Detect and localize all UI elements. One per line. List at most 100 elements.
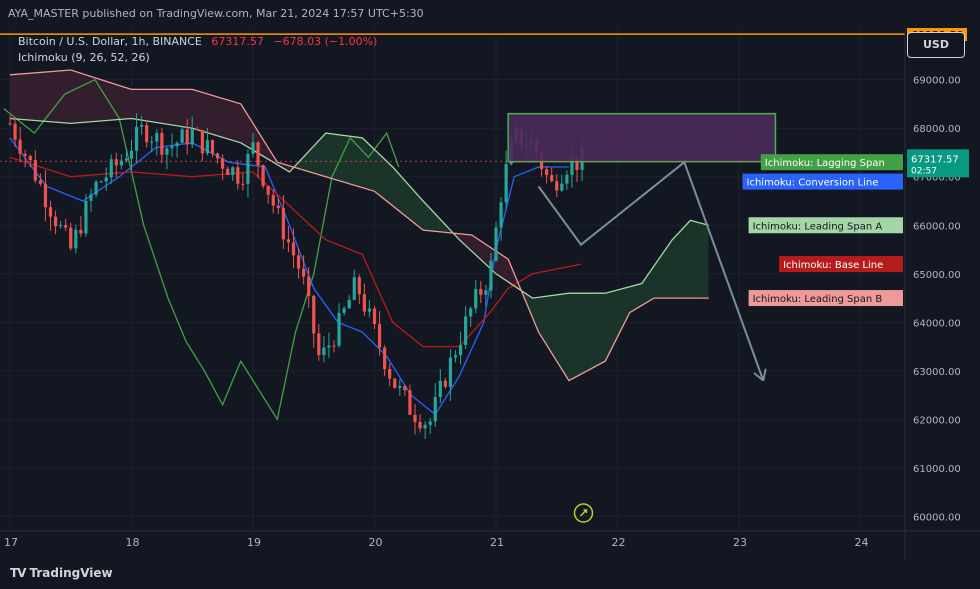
candle-body [479,289,483,295]
candle-body [286,239,291,243]
candle-body [352,277,356,300]
candle-body [271,194,275,206]
arrow-head [762,368,767,381]
candle-body [185,129,189,145]
candle-body [18,139,22,154]
candle-body [499,202,503,228]
candle-body [38,180,42,184]
price-change: −678.03 (−1.00%) [273,35,378,48]
candle-body [469,308,473,317]
kumo-segment [660,248,667,299]
y-tick-label: 69000.00 [913,76,961,87]
kumo-segment [28,72,35,121]
top-bar: AYA_MASTER published on TradingView.com,… [0,0,980,28]
indicator-title[interactable]: Ichimoku (9, 26, 52, 26) [18,51,150,64]
candle-body [367,308,372,312]
symbol-title[interactable]: Bitcoin / U.S. Dollar, 1h, BINANCE [18,35,202,48]
kumo-segment [362,137,369,190]
kumo-segment [64,69,71,124]
y-tick-label: 62000.00 [913,415,961,426]
kumo-segment [702,223,709,299]
series-line [9,69,709,382]
kumo-segment [167,89,175,126]
kumo-segment [216,96,223,138]
kumo-segment [331,133,339,181]
kumo-segment [34,72,41,121]
tradingview-logo[interactable]: TV TradingView [10,566,113,580]
candle-body [180,129,184,143]
candle-body [236,167,240,184]
candle-body [565,174,569,184]
kumo-segment [386,161,393,206]
x-tick-label: 23 [733,536,747,549]
kumo-segment [526,294,533,318]
indicator-tag-label: Ichimoku: Conversion Line [747,178,879,189]
indicator-price-tag [748,217,903,234]
kumo-segment [574,293,582,378]
currency-button[interactable]: USD [907,32,965,58]
kumo-segment [398,173,405,216]
x-tick-label: 20 [369,536,383,549]
candle-body [276,205,280,209]
candle-body [418,421,422,429]
kumo-segment [198,91,205,132]
kumo-segment [52,70,59,123]
kumo-segment [380,155,387,201]
x-tick-label: 19 [247,536,261,549]
kumo-segment [180,89,187,128]
candle-body [555,181,559,191]
candle-body [342,308,346,313]
price-tags: Ichimoku: Lagging Span Ichimoku: Conversi… [742,154,903,307]
candle-body [575,157,579,170]
kumo-segment [435,213,442,232]
candle-body [296,255,301,269]
kumo-segment [107,81,114,121]
kumo-segment [508,259,515,286]
candle-body [23,153,27,156]
kumo-segment [550,294,557,362]
candle-body [109,159,113,178]
replay-icon-glyph [579,509,588,517]
kumo-segment [587,293,594,371]
kumo-segment [666,239,673,299]
kumo-segment [392,167,399,211]
kumo-segment [471,234,478,257]
kumo-segment [611,289,618,350]
kumo-segment [76,71,83,123]
indicator-price-tag [742,173,903,190]
candle-body [59,225,63,227]
candle-body [372,308,377,325]
kumo-segment [672,233,679,299]
kumo-segment [313,139,320,175]
chart-area[interactable]: 60000.00 61000.00 62000.00 63000.00 64000.00… [0,28,980,560]
candle-body [413,414,417,422]
kumo-segment [690,220,697,299]
candle-body [383,347,387,370]
candle-body [104,177,108,182]
candle-body [13,123,17,140]
candle-body [195,129,199,131]
candle-body [347,299,351,309]
candle-body [388,369,392,379]
kumo-segment [678,226,685,299]
candle-body [423,424,427,429]
y-tick-label: 61000.00 [913,464,961,475]
candle-body [8,123,12,125]
kumo-segment [149,89,156,123]
candle-body [140,125,144,127]
kumo-segment [40,71,47,122]
candle-body [231,167,235,176]
candle-body [94,181,98,195]
candle-body [165,148,169,155]
last-price-badge [907,149,969,178]
kumo-segment [647,266,654,302]
candle-body [322,347,326,355]
kumo-segment [325,133,332,179]
last-price-value: 67317.57 [911,154,959,165]
kumo-segment [635,283,642,309]
candle-body [150,141,154,143]
axes: 60000.00 61000.00 62000.00 63000.00 64000.00… [0,28,980,560]
series-line [3,78,400,422]
price-chart[interactable]: 60000.00 61000.00 62000.00 63000.00 64000.00… [0,28,980,560]
kumo-segment [222,98,229,140]
